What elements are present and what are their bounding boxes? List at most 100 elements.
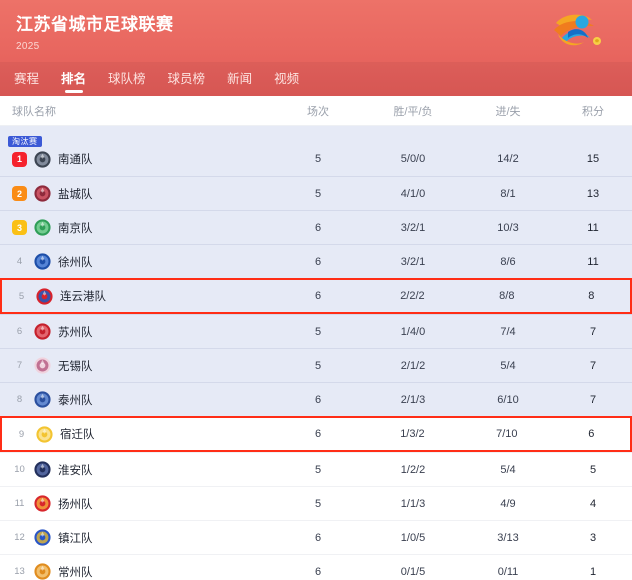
team-name: 泰州队 xyxy=(58,394,93,407)
column-header-team: 球队名称 xyxy=(12,105,56,118)
team-name: 镇江队 xyxy=(58,532,93,545)
goals-value: 10/3 xyxy=(497,221,519,234)
goals-value: 5/4 xyxy=(500,359,516,372)
table-row[interactable]: 1 南通队 5 5/0/0 14/2 15 xyxy=(0,142,632,176)
column-header-wdl: 胜/平/负 xyxy=(393,105,433,118)
wdl-value: 1/1/3 xyxy=(400,497,426,510)
tab-player-rankings[interactable]: 球员榜 xyxy=(167,72,206,86)
team-cell[interactable]: 8 泰州队 xyxy=(0,391,272,408)
played-value: 5 xyxy=(314,359,322,372)
played-value: 6 xyxy=(314,221,322,234)
team-name: 常州队 xyxy=(58,566,93,579)
main-nav[interactable]: 赛程 排名 球队榜 球员榜 新闻 视频 xyxy=(0,62,632,96)
wdl-value: 2/1/2 xyxy=(400,359,426,372)
table-row[interactable]: 6 苏州队 5 1/4/0 7/4 7 xyxy=(0,314,632,348)
column-header-played: 场次 xyxy=(307,105,329,118)
goals-value: 14/2 xyxy=(497,153,519,165)
goals-value: 3/13 xyxy=(497,531,519,544)
table-row[interactable]: 3 南京队 6 3/2/1 10/3 11 xyxy=(0,210,632,244)
wdl-value: 2/2/2 xyxy=(400,290,425,302)
season-label: 2025 xyxy=(16,41,40,52)
goals-value: 5/4 xyxy=(500,463,516,476)
table-row[interactable]: 12 镇江队 6 1/0/5 3/13 3 xyxy=(0,520,632,554)
team-cell[interactable]: 7 无锡队 xyxy=(0,357,272,374)
team-cell[interactable]: 11 扬州队 xyxy=(0,495,272,512)
team-cell[interactable]: 6 苏州队 xyxy=(0,323,272,340)
rank-badge: 1 xyxy=(12,151,27,167)
taizhou-crest-icon xyxy=(34,391,51,408)
suqian-crest-icon xyxy=(36,425,53,443)
rank-badge: 9 xyxy=(18,428,25,440)
rank-badge: 5 xyxy=(18,290,25,302)
rank-badge: 11 xyxy=(14,498,25,509)
team-cell[interactable]: 12 镇江队 xyxy=(0,529,272,546)
played-value: 5 xyxy=(314,497,322,510)
zhenjiang-crest-icon xyxy=(34,529,51,546)
team-cell[interactable]: 5 连云港队 xyxy=(2,287,272,305)
tab-news[interactable]: 新闻 xyxy=(227,72,253,86)
team-cell[interactable]: 10 淮安队 xyxy=(0,461,272,478)
wdl-value: 4/1/0 xyxy=(400,187,426,200)
team-cell[interactable]: 3 南京队 xyxy=(0,219,272,236)
team-cell[interactable]: 9 宿迁队 xyxy=(2,425,272,443)
table-row[interactable]: 5 连云港队 6 2/2/2 8/8 8 xyxy=(0,278,632,314)
table-row[interactable]: 10 淮安队 5 1/2/2 5/4 5 xyxy=(0,452,632,486)
goals-value: 8/6 xyxy=(500,255,516,268)
points-value: 5 xyxy=(589,463,597,476)
team-name: 徐州队 xyxy=(58,256,93,269)
points-value: 13 xyxy=(586,187,600,200)
table-row[interactable]: 8 泰州队 6 2/1/3 6/10 7 xyxy=(0,382,632,416)
team-name: 盐城队 xyxy=(58,188,93,201)
team-cell[interactable]: 2 盐城队 xyxy=(0,185,272,202)
played-value: 6 xyxy=(314,290,322,302)
rank-badge: 4 xyxy=(16,256,23,267)
table-row[interactable]: 2 盐城队 5 4/1/0 8/1 13 xyxy=(0,176,632,210)
tab-video[interactable]: 视频 xyxy=(274,72,300,86)
table-row[interactable]: 4 徐州队 6 3/2/1 8/6 11 xyxy=(0,244,632,278)
played-value: 5 xyxy=(314,463,322,476)
points-value: 8 xyxy=(588,290,595,302)
points-value: 4 xyxy=(589,497,597,510)
yancheng-crest-icon xyxy=(34,185,51,202)
non-qualification-zone: 9 宿迁队 6 1/3/2 7/10 6 10 淮安队 5 1/2/2 5/4 5 11 扬州队 5 1/1/… xyxy=(0,416,632,580)
column-header-points: 积分 xyxy=(582,105,604,118)
nanjing-crest-icon xyxy=(34,219,51,236)
team-name: 南通队 xyxy=(58,154,93,166)
column-header-goals: 进/失 xyxy=(495,105,521,118)
team-cell[interactable]: 13 常州队 xyxy=(0,563,272,580)
played-value: 6 xyxy=(314,565,322,578)
table-row[interactable]: 11 扬州队 5 1/1/3 4/9 4 xyxy=(0,486,632,520)
zone-badge-wrap: 淘汰赛 xyxy=(0,128,632,147)
table-header-row: 球队名称 场次 胜/平/负 进/失 积分 xyxy=(0,96,632,126)
team-name: 宿迁队 xyxy=(60,429,95,441)
tab-standings[interactable]: 排名 xyxy=(61,62,86,96)
goals-value: 6/10 xyxy=(497,393,519,406)
zone-badge: 淘汰赛 xyxy=(8,136,42,147)
rank-badge: 6 xyxy=(16,326,23,337)
rank-badge: 8 xyxy=(16,394,23,405)
goals-value: 8/1 xyxy=(500,187,516,200)
points-value: 15 xyxy=(586,153,600,165)
table-row[interactable]: 9 宿迁队 6 1/3/2 7/10 6 xyxy=(0,416,632,452)
table-row[interactable]: 7 无锡队 5 2/1/2 5/4 7 xyxy=(0,348,632,382)
team-cell[interactable]: 1 南通队 xyxy=(0,150,272,168)
goals-value: 0/11 xyxy=(497,565,519,578)
tab-schedule[interactable]: 赛程 xyxy=(14,72,40,86)
nantong-crest-icon xyxy=(34,150,51,168)
xuzhou-crest-icon xyxy=(34,253,51,270)
wdl-value: 2/1/3 xyxy=(400,393,426,406)
qualification-zone: 淘汰赛 1 南通队 5 5/0/0 14/2 15 2 盐城队 5 4/1/0 8/1 13 3 南京队 6… xyxy=(0,126,632,416)
league-mascot-logo-icon xyxy=(548,8,610,54)
wdl-value: 1/0/5 xyxy=(400,531,426,544)
suzhou-crest-icon xyxy=(34,323,51,340)
played-value: 5 xyxy=(314,187,322,200)
rank-badge: 10 xyxy=(14,464,25,475)
tab-team-rankings[interactable]: 球队榜 xyxy=(108,72,146,86)
points-value: 7 xyxy=(589,393,597,406)
wdl-value: 1/4/0 xyxy=(400,325,426,338)
table-row[interactable]: 13 常州队 6 0/1/5 0/11 1 xyxy=(0,554,632,580)
played-value: 6 xyxy=(314,428,322,440)
points-value: 6 xyxy=(588,428,595,440)
team-cell[interactable]: 4 徐州队 xyxy=(0,253,272,270)
wdl-value: 1/3/2 xyxy=(400,428,425,440)
